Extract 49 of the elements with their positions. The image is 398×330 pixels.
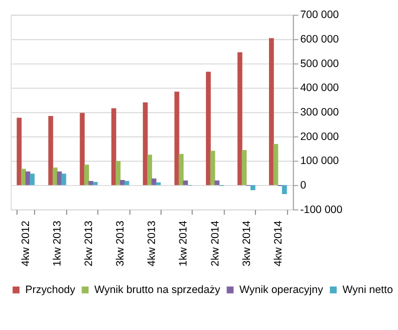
y-tick-label: 600 000 xyxy=(300,34,339,46)
bar xyxy=(206,72,211,186)
bar xyxy=(61,174,66,186)
bar xyxy=(16,118,22,186)
bar xyxy=(210,150,216,186)
y-tick-label: 200 000 xyxy=(300,130,339,143)
bar xyxy=(56,171,62,186)
bar xyxy=(273,144,278,186)
bar xyxy=(214,180,220,186)
bar xyxy=(124,180,130,186)
y-tick-label: -100 000 xyxy=(300,204,342,216)
bar xyxy=(282,185,287,194)
bar xyxy=(88,180,94,186)
x-tick-label: 4kw 2012 xyxy=(20,220,32,266)
legend-label: Przychody xyxy=(25,284,76,296)
bar xyxy=(242,150,247,186)
y-tick-label: 500 000 xyxy=(300,58,339,70)
legend-label: Wynik operacyjny xyxy=(239,284,324,296)
x-tick-label: 1kw 2014 xyxy=(178,220,190,266)
bar xyxy=(116,161,121,186)
bar xyxy=(52,168,58,186)
bar xyxy=(183,180,188,186)
x-tick-label: 4kw 2013 xyxy=(146,220,158,266)
bar xyxy=(178,154,184,186)
y-tick-label: 100 000 xyxy=(300,155,339,168)
y-tick-label: 700 000 xyxy=(300,9,339,22)
bar xyxy=(30,174,35,186)
x-tick-label: 2kw 2013 xyxy=(83,220,96,266)
x-tick-label: 2kw 2014 xyxy=(209,220,222,266)
bar xyxy=(48,116,54,186)
bar xyxy=(120,180,125,186)
y-tick-label: 300 000 xyxy=(300,106,339,119)
bar xyxy=(25,171,30,186)
x-tick-label: 3kw 2013 xyxy=(114,220,127,266)
bar xyxy=(250,185,256,190)
bar xyxy=(268,38,274,186)
x-tick-label: 1kw 2013 xyxy=(52,220,64,266)
y-tick-label: 0 xyxy=(300,179,306,192)
bar xyxy=(152,178,156,186)
y-tick-label: 400 000 xyxy=(300,82,339,94)
bar xyxy=(21,168,26,186)
x-tick-label: 3kw 2014 xyxy=(240,220,253,266)
bar xyxy=(84,164,90,186)
legend-label: Wyni netto xyxy=(342,284,393,296)
legend-label: Wynik brutto na sprzedaży xyxy=(94,284,221,296)
bar xyxy=(237,52,242,186)
x-tick-label: 4kw 2014 xyxy=(272,220,284,266)
bar xyxy=(147,154,152,186)
bar xyxy=(174,92,180,186)
